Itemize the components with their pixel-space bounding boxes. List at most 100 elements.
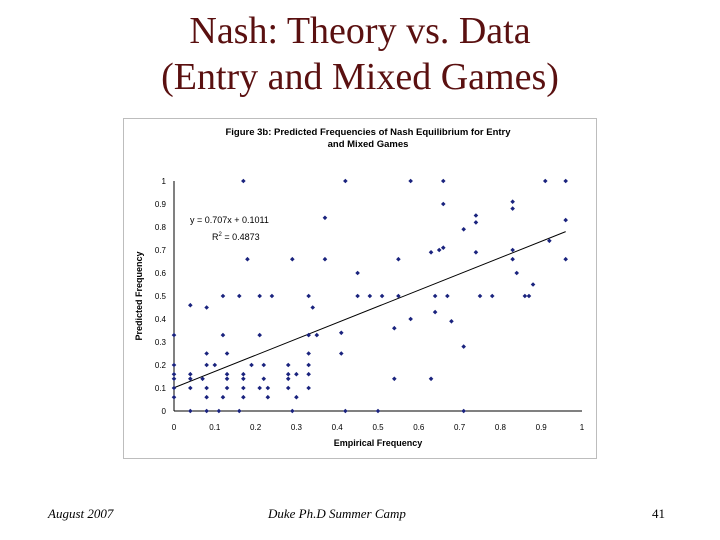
data-point (212, 362, 218, 368)
data-point (522, 293, 528, 299)
data-point (216, 408, 222, 414)
data-point (563, 256, 568, 262)
data-point (204, 394, 209, 400)
data-point (204, 385, 209, 391)
data-point (355, 270, 360, 276)
data-point (510, 247, 515, 253)
data-point (224, 351, 230, 356)
y-tick-label: 0.6 (155, 269, 167, 278)
y-tick-label: 0.1 (155, 384, 167, 393)
data-point (285, 385, 291, 391)
data-point (220, 394, 226, 400)
data-point (241, 385, 246, 391)
data-point (200, 376, 205, 382)
data-point (241, 178, 246, 184)
x-tick-label: 0.8 (495, 423, 507, 432)
data-point (440, 201, 446, 207)
page-number: 41 (652, 506, 665, 521)
y-tick-label: 1 (162, 177, 167, 186)
data-point (445, 293, 450, 299)
data-point (204, 362, 209, 368)
data-point (440, 245, 446, 250)
data-point (257, 293, 262, 299)
data-point (306, 351, 311, 356)
data-point (265, 385, 271, 391)
data-point (188, 302, 193, 308)
data-point (343, 408, 348, 414)
x-tick-label: 0.2 (250, 423, 262, 432)
data-point (261, 362, 267, 368)
data-point (428, 250, 434, 255)
data-point (188, 371, 193, 377)
data-point (306, 293, 311, 299)
data-point (257, 332, 262, 338)
data-point (220, 332, 226, 338)
data-point (526, 293, 532, 299)
data-point (188, 376, 193, 382)
data-point (204, 305, 209, 310)
data-point (343, 178, 348, 184)
trendline (173, 231, 566, 389)
data-point (428, 376, 434, 382)
data-point (338, 351, 344, 356)
scatter-points (171, 178, 568, 414)
data-point (285, 376, 291, 382)
trendline-equation: y = 0.707x + 0.1011 (190, 215, 269, 225)
data-point (314, 332, 320, 338)
data-point (171, 385, 177, 391)
data-point (188, 385, 193, 391)
data-point (310, 305, 316, 310)
y-axis-label: Predicted Frequency (134, 251, 144, 340)
data-point (257, 385, 262, 391)
y-tick-label: 0.3 (155, 338, 167, 347)
data-point (241, 371, 246, 377)
data-point (396, 256, 401, 262)
y-tick-label: 0 (162, 407, 167, 416)
y-tick-labels: 0 0.1 0.2 0.3 0.4 0.5 0.6 0.7 0.8 0.9 1 (155, 177, 167, 416)
data-point (432, 309, 438, 315)
x-tick-label: 0 (172, 423, 177, 432)
footer-date: August 2007 (48, 506, 114, 521)
data-point (514, 270, 520, 276)
x-tick-label: 0.3 (291, 423, 303, 432)
x-tick-label: 0.4 (332, 423, 344, 432)
y-tick-label: 0.2 (155, 361, 167, 370)
data-point (204, 408, 209, 414)
data-point (171, 332, 177, 338)
data-point (285, 371, 291, 377)
data-point (171, 376, 177, 382)
data-point (241, 394, 246, 400)
data-point (367, 293, 373, 299)
data-point (355, 293, 360, 299)
data-point (171, 394, 177, 400)
data-point (322, 215, 328, 221)
data-point (204, 351, 209, 356)
footer-event: Duke Ph.D Summer Camp (268, 506, 406, 521)
data-point (306, 371, 311, 377)
data-point (461, 344, 466, 349)
data-point (294, 394, 299, 400)
data-point (510, 206, 515, 211)
data-point (375, 408, 381, 414)
data-point (236, 293, 242, 299)
data-point (338, 330, 344, 336)
data-point (285, 362, 291, 368)
x-tick-label: 0.6 (413, 423, 425, 432)
data-point (440, 178, 446, 184)
r-squared-label: R2 = 0.4873 (212, 232, 260, 242)
slide-title-line-2: (Entry and Mixed Games) (161, 56, 559, 98)
data-point (265, 394, 271, 400)
data-point (294, 371, 299, 377)
data-point (224, 385, 230, 391)
y-tick-label: 0.4 (155, 315, 167, 324)
data-point (461, 408, 466, 414)
data-point (249, 362, 254, 368)
data-point (392, 376, 397, 382)
data-point (436, 247, 442, 253)
data-point (322, 256, 328, 262)
data-point (473, 250, 479, 255)
data-point (245, 256, 250, 262)
data-point (188, 408, 193, 414)
data-point (477, 293, 483, 299)
data-point (473, 220, 479, 225)
